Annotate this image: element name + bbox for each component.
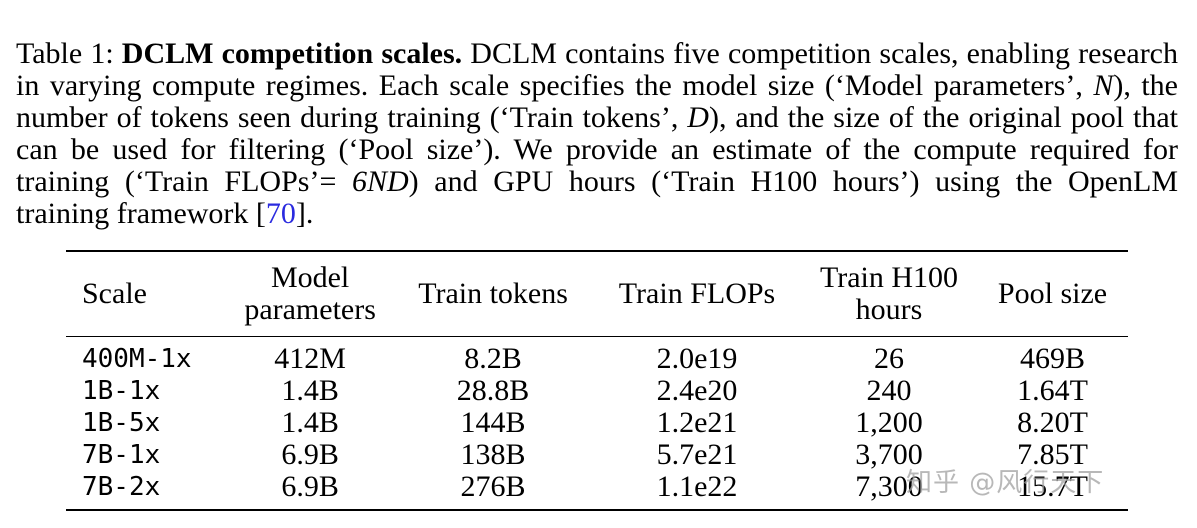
cell-train-tokens: 138B	[460, 438, 526, 471]
header-train-tokens: Train tokens	[418, 277, 568, 310]
cell-train-tokens: 276B	[460, 470, 526, 503]
header-scale: Scale	[82, 277, 147, 310]
cell-train-h100-hours: 26	[874, 342, 905, 375]
cell-train-flops: 2.4e20	[656, 374, 738, 407]
caption-text-1: DCLM contains five competition scales, e…	[16, 37, 1179, 102]
caption-var-n: N	[1093, 69, 1114, 102]
cell-pool-size: 7.85T	[1017, 438, 1088, 471]
caption-formula: 6ND	[351, 165, 409, 198]
cell-pool-size: 8.20T	[1017, 406, 1088, 439]
competition-scales-table: Scale Model parameters Train tokens Trai…	[66, 250, 1128, 511]
cell-train-h100-hours: 1,200	[855, 406, 923, 439]
cell-train-flops: 1.2e21	[656, 406, 738, 439]
citation-link[interactable]: 70	[265, 197, 296, 230]
cell-scale: 1B-5x	[82, 408, 161, 438]
cell-train-h100-hours: 3,700	[855, 438, 923, 471]
cell-model-parameters: 1.4B	[281, 374, 339, 407]
cell-scale: 400M-1x	[82, 344, 192, 374]
cell-scale: 7B-1x	[82, 440, 161, 470]
table-row: 400M-1x 412M 8.2B 2.0e19 26 469B	[66, 337, 1128, 376]
table-row: 1B-5x 1.4B 144B 1.2e21 1,200 8.20T	[66, 407, 1128, 439]
watermark: 知乎 @风行天下	[906, 468, 1105, 498]
header-pool-size: Pool size	[997, 277, 1108, 310]
cell-train-flops: 1.1e22	[656, 470, 738, 503]
caption-var-d: D	[687, 101, 709, 134]
cell-train-tokens: 144B	[460, 406, 526, 439]
caption-text-2: ), the number of tokens seen during trai…	[16, 69, 1178, 134]
header-train-h100-hours: Train H100 hours	[819, 261, 959, 326]
table-row: 7B-1x 6.9B 138B 5.7e21 3,700 7.85T	[66, 439, 1128, 471]
header-train-flops: Train FLOPs	[618, 277, 776, 310]
cell-pool-size: 469B	[1020, 342, 1086, 375]
cell-scale: 7B-2x	[82, 472, 161, 502]
cell-pool-size: 15.7T	[1017, 470, 1088, 503]
table-row: 7B-2x 6.9B 276B 1.1e22 7,300 15.7T	[66, 471, 1128, 510]
cell-train-tokens: 8.2B	[464, 342, 522, 375]
cell-train-h100-hours: 7,300	[855, 470, 923, 503]
cell-train-tokens: 28.8B	[456, 374, 530, 407]
cell-scale: 1B-1x	[82, 376, 161, 406]
header-model-parameters: Model parameters	[244, 261, 376, 326]
caption-label: Table 1:	[16, 37, 122, 70]
table-caption: Table 1: DCLM competition scales. DCLM c…	[16, 38, 1178, 230]
cell-model-parameters: 6.9B	[281, 438, 339, 471]
cell-train-h100-hours: 240	[866, 374, 912, 407]
caption-title: DCLM competition scales.	[121, 37, 463, 70]
caption-text-5: ].	[295, 197, 314, 230]
table-header-row: Scale Model parameters Train tokens Trai…	[66, 251, 1128, 337]
cell-model-parameters: 6.9B	[281, 470, 339, 503]
table-row: 1B-1x 1.4B 28.8B 2.4e20 240 1.64T	[66, 375, 1128, 407]
cell-pool-size: 1.64T	[1017, 374, 1088, 407]
caption-text-3: ), and the size of the original pool tha…	[16, 101, 1178, 198]
cell-model-parameters: 412M	[274, 342, 346, 375]
cell-train-flops: 5.7e21	[656, 438, 738, 471]
cell-model-parameters: 1.4B	[281, 406, 339, 439]
caption-text-4: ) and GPU hours (‘Train H100 hours’) usi…	[16, 165, 1178, 230]
cell-train-flops: 2.0e19	[656, 342, 738, 375]
